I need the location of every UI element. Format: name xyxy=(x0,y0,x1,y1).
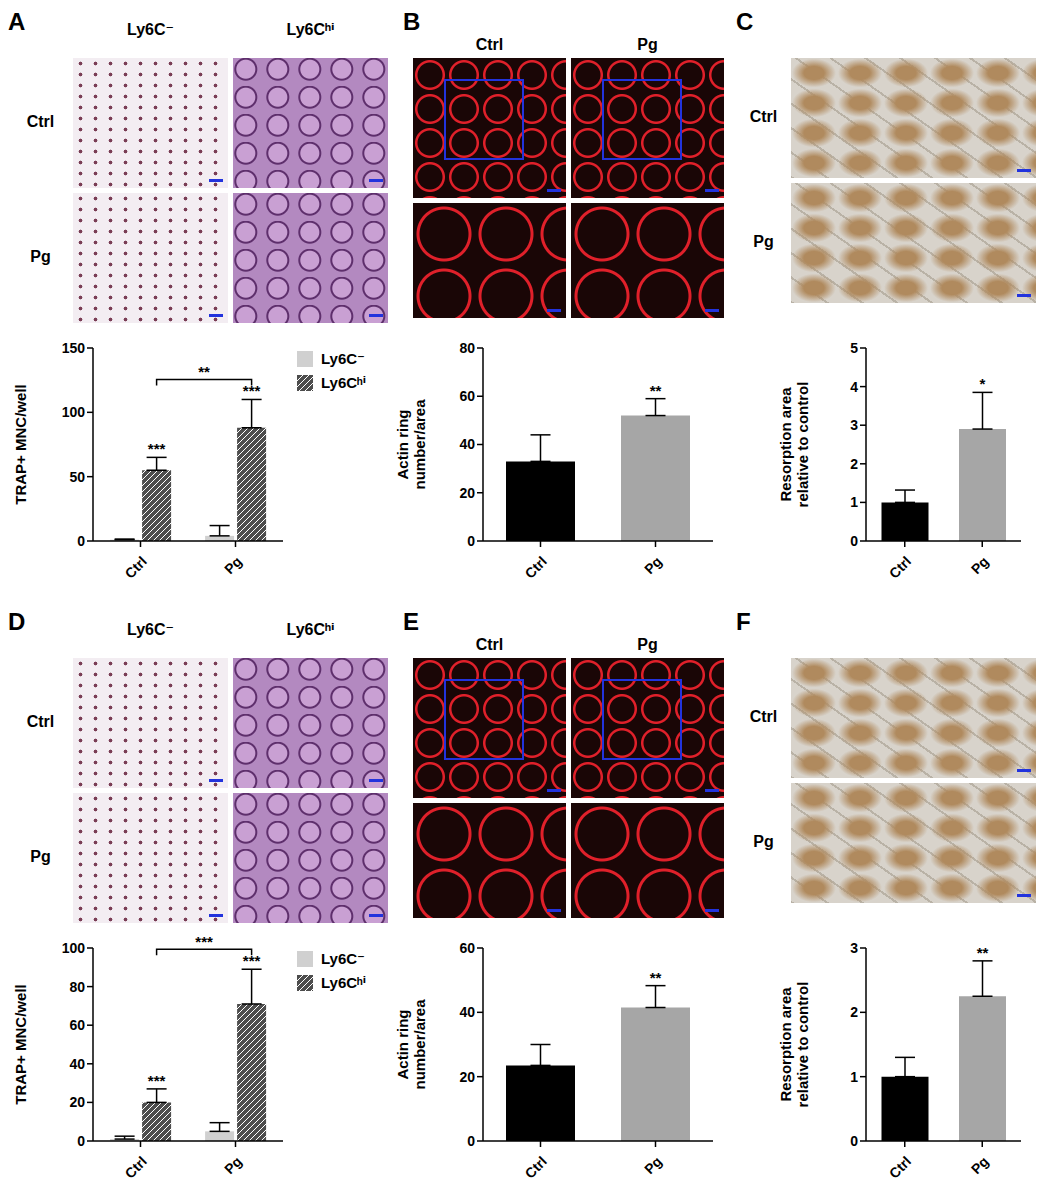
svg-text:Pg: Pg xyxy=(221,553,245,577)
html-text:Ctrl: Ctrl xyxy=(475,36,504,53)
html-text:Pg: Pg xyxy=(753,833,774,850)
html-text:Ly6Cʰⁱ: Ly6Cʰⁱ xyxy=(321,974,366,991)
svg-text:Pg: Pg xyxy=(221,1153,245,1177)
svg-text:40: 40 xyxy=(459,436,475,452)
svg-text:0: 0 xyxy=(77,533,85,549)
svg-text:0: 0 xyxy=(850,533,858,549)
svg-text:Ctrl: Ctrl xyxy=(522,553,550,581)
svg-text:3: 3 xyxy=(850,940,858,956)
svg-text:0: 0 xyxy=(467,533,475,549)
svg-text:80: 80 xyxy=(459,340,475,356)
svg-text:**: ** xyxy=(650,382,662,399)
svg-text:0: 0 xyxy=(850,1133,858,1149)
svg-text:150: 150 xyxy=(62,340,86,356)
svg-text:100: 100 xyxy=(62,404,86,420)
svg-text:Actin ringnumber/area: Actin ringnumber/area xyxy=(394,399,428,490)
svg-text:Ctrl: Ctrl xyxy=(522,1153,550,1181)
svg-text:Resorption arearelative to con: Resorption arearelative to control xyxy=(777,982,811,1108)
svg-text:2: 2 xyxy=(850,1004,858,1020)
svg-text:20: 20 xyxy=(459,1069,475,1085)
svg-text:20: 20 xyxy=(459,485,475,501)
svg-text:5: 5 xyxy=(850,340,858,356)
svg-text:***: *** xyxy=(148,440,166,457)
html-text:E: E xyxy=(403,608,419,635)
html-text:B: B xyxy=(403,8,421,35)
svg-text:TRAP+ MNC/well: TRAP+ MNC/well xyxy=(12,984,29,1104)
html-text:Ctrl: Ctrl xyxy=(26,113,55,130)
html-text:D: D xyxy=(8,608,26,635)
html-text:Ly6C⁻: Ly6C⁻ xyxy=(321,950,365,967)
svg-text:Pg: Pg xyxy=(641,1153,665,1177)
svg-text:2: 2 xyxy=(850,456,858,472)
svg-text:**: ** xyxy=(977,944,989,961)
svg-text:60: 60 xyxy=(459,940,475,956)
svg-text:60: 60 xyxy=(69,1017,85,1033)
svg-text:*: * xyxy=(980,375,986,392)
svg-text:20: 20 xyxy=(69,1094,85,1110)
svg-text:Pg: Pg xyxy=(968,1153,992,1177)
html-text:F: F xyxy=(736,608,751,635)
html-text:Ctrl: Ctrl xyxy=(475,636,504,653)
svg-text:0: 0 xyxy=(77,1133,85,1149)
html-text:Pg: Pg xyxy=(30,848,51,865)
svg-text:Actin ringnumber/area: Actin ringnumber/area xyxy=(394,999,428,1090)
html-text:Ly6C⁻: Ly6C⁻ xyxy=(127,621,174,638)
html-text:C: C xyxy=(736,8,754,35)
svg-text:Pg: Pg xyxy=(641,553,665,577)
svg-text:***: *** xyxy=(148,1072,166,1089)
html-text:Pg: Pg xyxy=(637,636,658,653)
svg-text:Ctrl: Ctrl xyxy=(886,553,914,581)
html-text:Ly6C⁻: Ly6C⁻ xyxy=(321,350,365,367)
html-text:Ly6C⁻: Ly6C⁻ xyxy=(127,21,174,38)
svg-text:100: 100 xyxy=(62,940,86,956)
svg-text:3: 3 xyxy=(850,417,858,433)
html-text:Ly6Cʰⁱ: Ly6Cʰⁱ xyxy=(286,21,335,38)
svg-text:Resorption arearelative to con: Resorption arearelative to control xyxy=(777,382,811,508)
html-text:A: A xyxy=(8,8,26,35)
svg-text:**: ** xyxy=(650,969,662,986)
svg-text:Pg: Pg xyxy=(968,553,992,577)
html-text:Ctrl: Ctrl xyxy=(749,708,778,725)
svg-text:60: 60 xyxy=(459,388,475,404)
svg-text:1: 1 xyxy=(850,1069,858,1085)
svg-text:50: 50 xyxy=(69,469,85,485)
html-text:Pg: Pg xyxy=(753,233,774,250)
html-text:Ctrl: Ctrl xyxy=(26,713,55,730)
svg-text:Ctrl: Ctrl xyxy=(886,1153,914,1181)
html-text:Ly6Cʰⁱ: Ly6Cʰⁱ xyxy=(321,374,366,391)
html-text:Ctrl: Ctrl xyxy=(749,108,778,125)
html-text:Pg: Pg xyxy=(30,248,51,265)
svg-text:1: 1 xyxy=(850,494,858,510)
svg-text:Ctrl: Ctrl xyxy=(122,553,150,581)
html-text:Ly6Cʰⁱ: Ly6Cʰⁱ xyxy=(286,621,335,638)
svg-text:TRAP+ MNC/well: TRAP+ MNC/well xyxy=(12,384,29,504)
html-text:Pg: Pg xyxy=(637,36,658,53)
svg-text:Ctrl: Ctrl xyxy=(122,1153,150,1181)
svg-text:4: 4 xyxy=(850,379,858,395)
svg-text:0: 0 xyxy=(467,1133,475,1149)
svg-text:80: 80 xyxy=(69,979,85,995)
svg-text:40: 40 xyxy=(69,1056,85,1072)
svg-text:**: ** xyxy=(198,363,210,380)
svg-text:40: 40 xyxy=(459,1004,475,1020)
svg-text:***: *** xyxy=(195,933,213,950)
